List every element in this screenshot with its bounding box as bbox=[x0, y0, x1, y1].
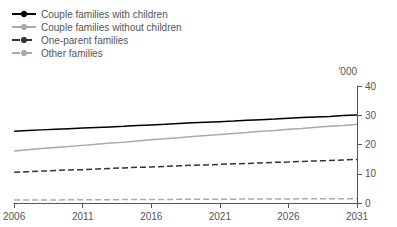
svg-text:Other families: Other families bbox=[41, 48, 103, 59]
svg-text:40: 40 bbox=[365, 81, 377, 92]
svg-text:2021: 2021 bbox=[209, 211, 232, 222]
svg-text:10: 10 bbox=[365, 168, 377, 179]
svg-text:Couple families with children: Couple families with children bbox=[41, 9, 168, 20]
svg-text:Couple families without childr: Couple families without children bbox=[41, 22, 182, 33]
svg-text:20: 20 bbox=[365, 139, 377, 150]
svg-text:2026: 2026 bbox=[277, 211, 300, 222]
svg-text:30: 30 bbox=[365, 110, 377, 121]
svg-text:'000: '000 bbox=[338, 66, 357, 77]
svg-text:2031: 2031 bbox=[346, 211, 369, 222]
svg-text:One-parent families: One-parent families bbox=[41, 35, 128, 46]
svg-text:2006: 2006 bbox=[3, 211, 26, 222]
svg-text:0: 0 bbox=[365, 198, 371, 209]
svg-text:2011: 2011 bbox=[72, 211, 94, 222]
svg-text:2016: 2016 bbox=[140, 211, 163, 222]
